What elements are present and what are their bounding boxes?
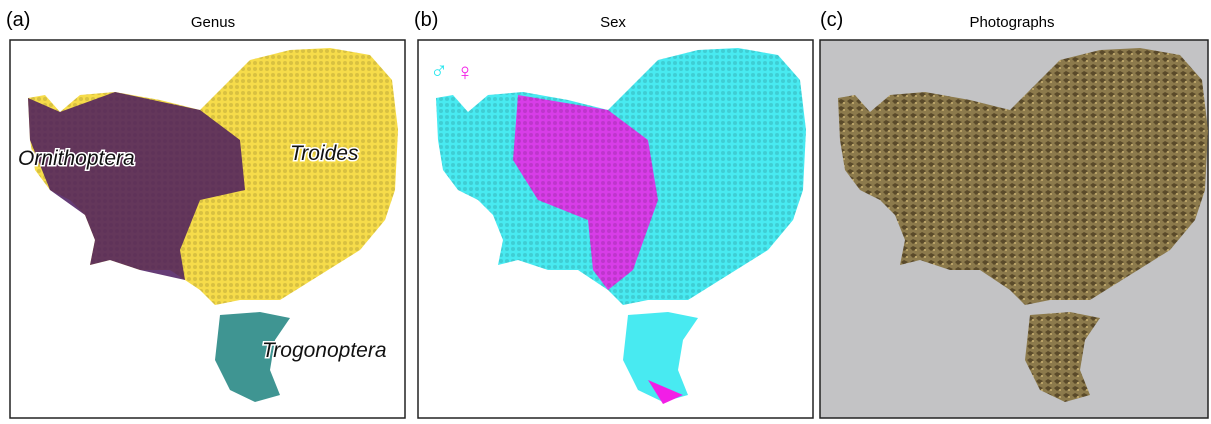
- panel-a: (a) Genus Ornithoptera Troides Trogonopt…: [6, 9, 406, 419]
- legend-male: ♂: [430, 57, 448, 84]
- panel-c: (c) Photographs: [819, 9, 1209, 419]
- panel-letter: (a): [6, 9, 30, 31]
- legend-female: ♀: [456, 59, 474, 86]
- cluster: [648, 380, 683, 404]
- annotation: Ornithoptera: [18, 147, 135, 170]
- panel-title: Sex: [600, 14, 626, 31]
- panel-b: (b) Sex ♂ ♀: [414, 9, 814, 419]
- panel-letter: (c): [820, 9, 843, 31]
- panel-title: Genus: [191, 14, 235, 31]
- annotation: Trogonoptera: [262, 339, 387, 362]
- panel-letter: (b): [414, 9, 438, 31]
- panel-title: Photographs: [969, 14, 1054, 31]
- annotation: Troides: [290, 142, 359, 165]
